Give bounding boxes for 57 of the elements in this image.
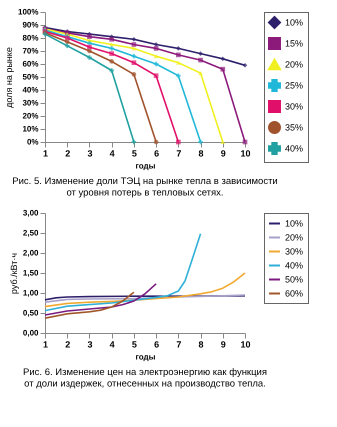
x-tick-label: 7 (176, 340, 182, 350)
x-tick-label: 3 (87, 340, 92, 350)
y-tick-label: 0,00 (22, 328, 40, 338)
legend-label: 10% (285, 18, 304, 28)
x-tick-label: 1 (42, 148, 48, 158)
x-tick-label: 10 (240, 340, 251, 350)
y-tick-label: 80% (22, 34, 38, 42)
x-axis-title: годы (136, 352, 156, 362)
y-tick-label: 90% (22, 20, 38, 30)
legend-label: 30% (285, 102, 304, 112)
text: Рис. 5. Изменение доли ТЭЦ на рынке тепла в зависимости от уровня потерь в тепловых сетях. (12, 176, 278, 198)
legend-label: 35% (285, 122, 304, 132)
x-axis-title: годы (136, 162, 156, 170)
y-tick-label: 20% (22, 112, 38, 120)
text: Рис. 6. Изменение цен на электроэнергию как функция от доли издержек, отнесенных на производство тепла. (23, 367, 267, 390)
y-axis-title: доля на рынке (4, 47, 14, 108)
y-tick-label: 100% (18, 8, 38, 16)
x-tick-label: 6 (154, 148, 160, 158)
y-axis-title: руб./кВт·ч (8, 252, 19, 294)
y-tick-label: 1,50 (22, 268, 40, 278)
legend-label: 60% (285, 288, 304, 298)
x-tick-label: 4 (110, 148, 115, 158)
x-tick-label: 1 (42, 340, 48, 350)
legend-label: 15% (285, 38, 304, 48)
y-tick-label: 0,50 (22, 308, 40, 318)
y-tick-label: 50% (22, 72, 38, 82)
x-tick-label: 10 (240, 148, 251, 158)
x-tick-label: 3 (87, 148, 92, 158)
x-tick-label: 2 (65, 340, 70, 350)
y-tick-label: 40% (22, 86, 38, 94)
legend-label: 25% (285, 80, 304, 90)
y-tick-label: 2,50 (22, 228, 40, 238)
x-tick-label: 4 (110, 340, 115, 350)
x-tick-label: 5 (132, 148, 137, 158)
x-tick-label: 8 (198, 148, 204, 158)
legend-label: 20% (285, 232, 304, 242)
legend-label: 40% (285, 144, 304, 154)
legend-label: 50% (285, 274, 304, 284)
legend-label: 20% (285, 60, 304, 70)
legend-label: 40% (285, 260, 304, 270)
x-tick-label: 2 (65, 148, 70, 158)
y-tick-label: 0% (26, 138, 38, 146)
x-tick-label: 6 (154, 340, 160, 350)
x-tick-label: 9 (220, 148, 226, 158)
y-tick-label: 3,00 (22, 208, 40, 218)
y-tick-label: 10% (22, 124, 38, 134)
y-tick-label: 1,00 (22, 288, 40, 298)
y-tick-label: 2,00 (22, 248, 40, 258)
x-tick-label: 7 (176, 148, 182, 158)
y-tick-label: 60% (22, 60, 38, 68)
x-tick-label: 5 (132, 340, 137, 350)
x-tick-label: 9 (220, 340, 226, 350)
x-tick-label: 8 (198, 340, 204, 350)
y-tick-label: 30% (22, 98, 38, 108)
legend-label: 10% (285, 218, 304, 228)
y-tick-label: 70% (22, 46, 38, 56)
legend-label: 30% (285, 246, 304, 256)
